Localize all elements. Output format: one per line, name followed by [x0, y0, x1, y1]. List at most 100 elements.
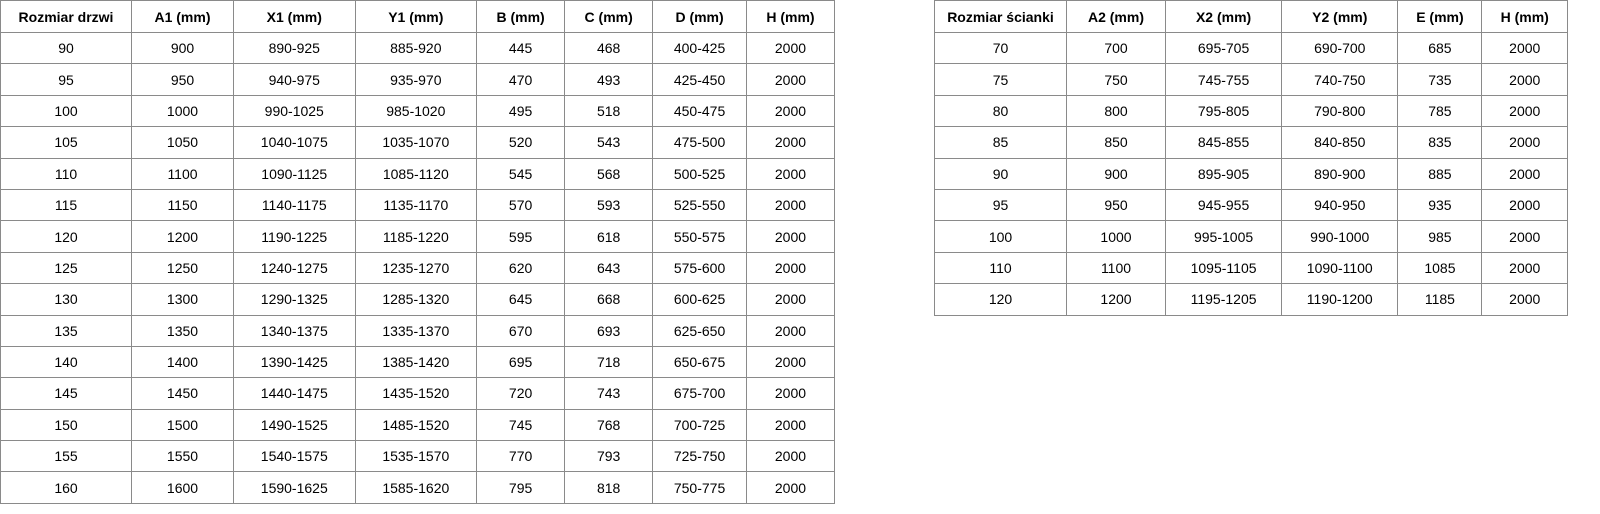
- table-cell: 125: [0, 251, 132, 285]
- table-cell: 675-700: [652, 377, 747, 410]
- table-cell: 818: [564, 471, 654, 504]
- table-cell: 1200: [1066, 283, 1166, 316]
- table-cell: 700-725: [652, 408, 747, 442]
- table-row: 120 1200 1195-1205 1190-1200 1185 2000: [934, 283, 1568, 316]
- table-cell: 695-705: [1164, 31, 1283, 65]
- table-cell: 750: [1066, 63, 1166, 96]
- table-cell: 695: [476, 345, 566, 379]
- column-header: X1 (mm): [232, 0, 356, 33]
- table-cell: 2000: [745, 63, 836, 96]
- table-cell: 425-450: [652, 63, 747, 96]
- table-cell: 2000: [745, 31, 836, 65]
- table-cell: 1440-1475: [232, 377, 356, 410]
- table-cell: 793: [564, 440, 654, 473]
- table-cell: 1240-1275: [232, 251, 356, 285]
- table-cell: 2000: [1481, 283, 1568, 316]
- table-cell: 110: [0, 157, 132, 190]
- table-cell: 1400: [131, 345, 234, 379]
- table-cell: 2000: [1481, 157, 1568, 190]
- table-cell: 1235-1270: [354, 251, 478, 285]
- table-cell: 95: [934, 188, 1067, 222]
- table-cell: 950: [1066, 188, 1166, 222]
- table-cell: 935: [1397, 188, 1483, 222]
- table-cell: 643: [564, 251, 654, 285]
- table-cell: 1040-1075: [232, 126, 356, 159]
- table-cell: 1085-1120: [354, 157, 478, 190]
- table-cell: 1190-1225: [232, 220, 356, 253]
- table-cell: 120: [934, 283, 1067, 316]
- table-cell: 1435-1520: [354, 377, 478, 410]
- table-cell: 2000: [745, 157, 836, 190]
- table-cell: 1450: [131, 377, 234, 410]
- table-cell: 160: [0, 471, 132, 504]
- table-row: 120 1200 1190-1225 1185-1220 595 618 550-575 20…: [0, 220, 836, 253]
- table-cell: 2000: [1481, 31, 1568, 65]
- column-header: Y1 (mm): [354, 0, 478, 33]
- table-cell: 2000: [745, 220, 836, 253]
- table-cell: 1200: [131, 220, 234, 253]
- table-cell: 900: [131, 31, 234, 65]
- table-cell: 550-575: [652, 220, 747, 253]
- table-cell: 1095-1105: [1164, 251, 1283, 285]
- table-cell: 1090-1125: [232, 157, 356, 190]
- table-cell: 155: [0, 440, 132, 473]
- table-cell: 895-905: [1164, 157, 1283, 190]
- table-cell: 2000: [745, 94, 836, 128]
- table-cell: 1250: [131, 251, 234, 285]
- table-cell: 790-800: [1281, 94, 1399, 128]
- table-cell: 1035-1070: [354, 126, 478, 159]
- table-cell: 2000: [1481, 220, 1568, 253]
- table-cell: 1290-1325: [232, 283, 356, 316]
- table-cell: 445: [476, 31, 566, 65]
- table-cell: 885: [1397, 157, 1483, 190]
- table-cell: 1000: [1066, 220, 1166, 253]
- table-cell: 990-1025: [232, 94, 356, 128]
- table-cell: 693: [564, 314, 654, 347]
- table-cell: 495: [476, 94, 566, 128]
- table-cell: 985: [1397, 220, 1483, 253]
- table-cell: 130: [0, 283, 132, 316]
- table-cell: 493: [564, 63, 654, 96]
- table-cell: 450-475: [652, 94, 747, 128]
- table-cell: 745-755: [1164, 63, 1283, 96]
- table-cell: 840-850: [1281, 126, 1399, 159]
- table-cell: 745: [476, 408, 566, 442]
- table-cell: 75: [934, 63, 1067, 96]
- table-cell: 90: [934, 157, 1067, 190]
- table-cell: 545: [476, 157, 566, 190]
- table-cell: 595: [476, 220, 566, 253]
- table-cell: 500-525: [652, 157, 747, 190]
- table-cell: 625-650: [652, 314, 747, 347]
- table-cell: 1500: [131, 408, 234, 442]
- table-row: 100 1000 990-1025 985-1020 495 518 450-475 2000: [0, 94, 836, 128]
- table-cell: 985-1020: [354, 94, 478, 128]
- table-cell: 835: [1397, 126, 1483, 159]
- table-cell: 1590-1625: [232, 471, 356, 504]
- table-cell: 1600: [131, 471, 234, 504]
- column-header: C (mm): [564, 0, 654, 33]
- table-cell: 105: [0, 126, 132, 159]
- table-cell: 2000: [745, 126, 836, 159]
- table-cell: 700: [1066, 31, 1166, 65]
- table-cell: 2000: [745, 345, 836, 379]
- table-cell: 945-955: [1164, 188, 1283, 222]
- table-cell: 940-950: [1281, 188, 1399, 222]
- table-cell: 845-855: [1164, 126, 1283, 159]
- table-row: 80 800 795-805 790-800 785 2000: [934, 94, 1568, 128]
- column-header: A2 (mm): [1066, 0, 1166, 33]
- table-cell: 145: [0, 377, 132, 410]
- table-cell: 2000: [745, 188, 836, 222]
- table-cell: 1485-1520: [354, 408, 478, 442]
- table-cell: 785: [1397, 94, 1483, 128]
- table-cell: 645: [476, 283, 566, 316]
- table-cell: 1490-1525: [232, 408, 356, 442]
- table-cell: 795: [476, 471, 566, 504]
- table-cell: 468: [564, 31, 654, 65]
- table-cell: 770: [476, 440, 566, 473]
- table-cell: 618: [564, 220, 654, 253]
- table-row: 125 1250 1240-1275 1235-1270 620 643 575-600 20…: [0, 251, 836, 285]
- header-row: Rozmiar drzwi A1 (mm) X1 (mm) Y1 (mm) B (mm)…: [0, 0, 836, 33]
- table-cell: 140: [0, 345, 132, 379]
- table-cell: 890-925: [232, 31, 356, 65]
- table-cell: 735: [1397, 63, 1483, 96]
